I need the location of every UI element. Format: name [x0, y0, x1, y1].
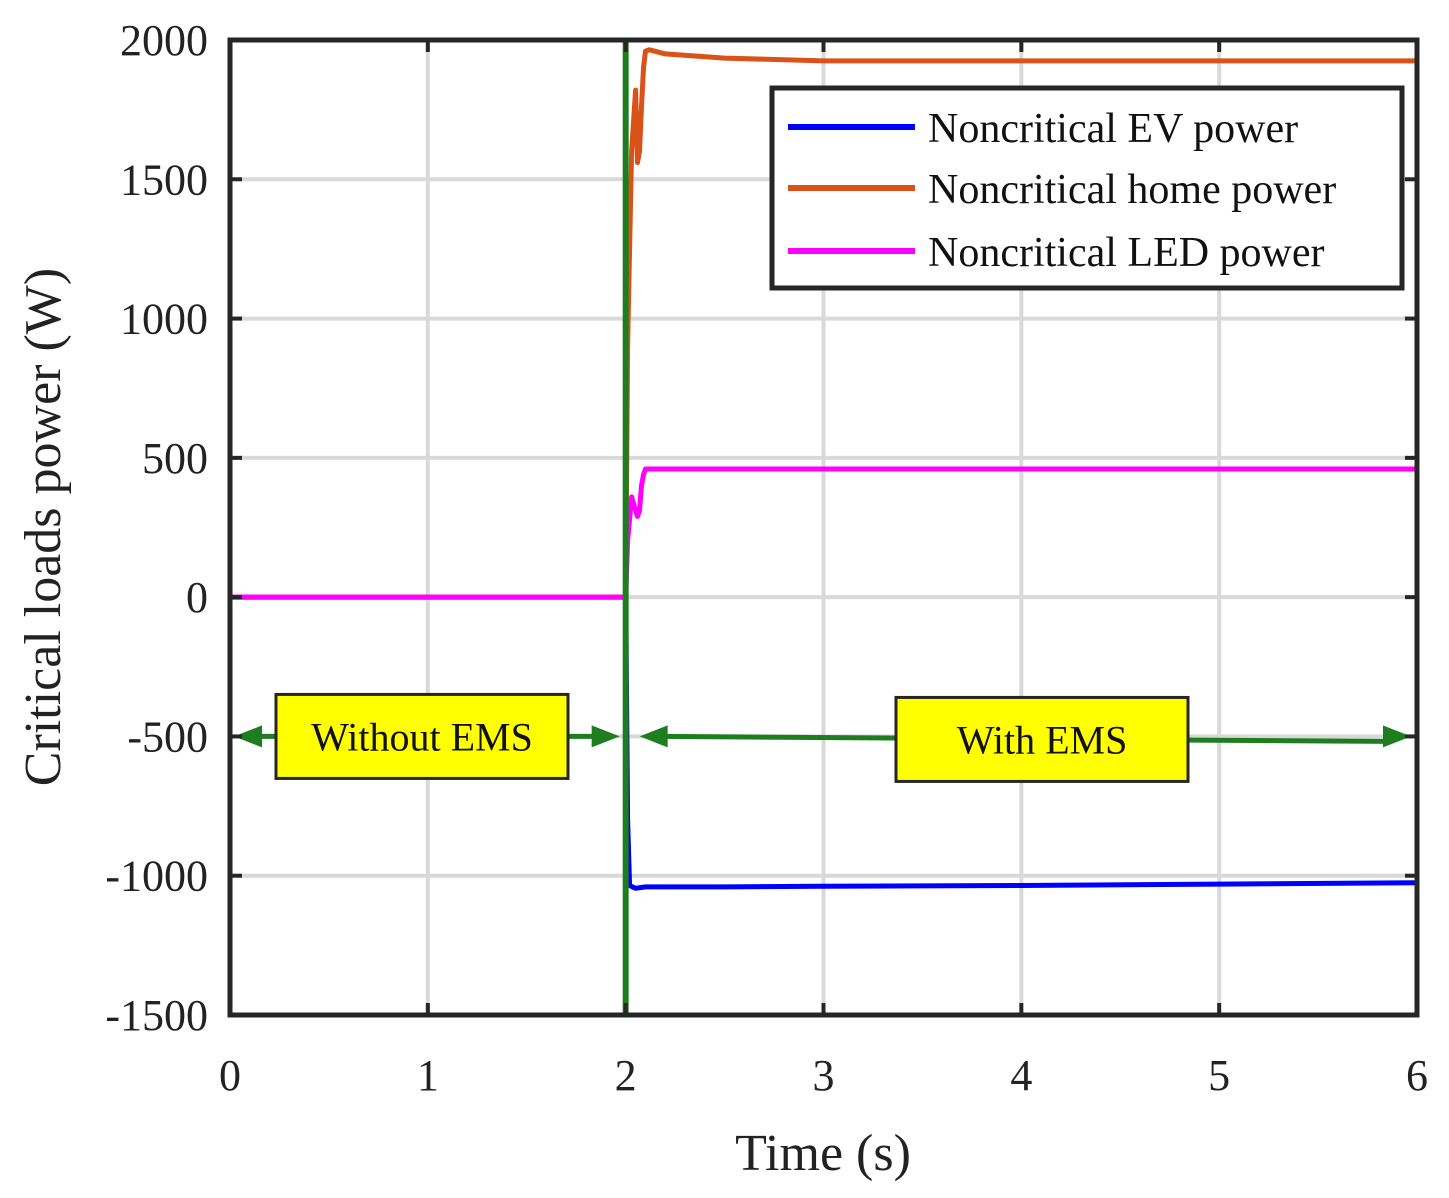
annotation-layer: Without EMS With EMS — [234, 40, 1411, 1015]
without-ems-arrowhead-left — [234, 725, 262, 748]
x-tick-label: 4 — [1010, 1051, 1032, 1100]
x-tick-label: 2 — [615, 1051, 637, 1100]
x-tick-label: 3 — [813, 1051, 835, 1100]
with-ems-box — [894, 695, 1190, 783]
x-axis-label: Time (s) — [735, 1125, 911, 1182]
y-axis-label: Critical loads power (W) — [15, 268, 72, 786]
legend-label-ev: Noncritical EV power — [928, 106, 1298, 152]
legend-label-home: Noncritical home power — [928, 167, 1336, 213]
without-ems-arrowhead-right — [591, 725, 620, 748]
x-tick-label: 1 — [417, 1051, 439, 1100]
without-ems-box — [274, 692, 570, 780]
x-tick-label: 6 — [1406, 1051, 1428, 1100]
legend-label-led: Noncritical LED power — [928, 230, 1325, 276]
x-tick-label: 5 — [1208, 1051, 1230, 1100]
without-ems-label: Without EMS — [311, 714, 533, 759]
y-tick-label: 500 — [142, 434, 208, 483]
y-tick-label: -1500 — [105, 991, 208, 1040]
with-ems-label: With EMS — [957, 717, 1128, 762]
with-ems-arrowhead-left — [639, 725, 668, 748]
with-ems-arrowhead-right — [1383, 725, 1411, 748]
legend: Noncritical EV power Noncritical home po… — [769, 85, 1405, 291]
y-tick-label: 1500 — [120, 155, 208, 204]
y-tick-label: -1000 — [105, 852, 208, 901]
tick-layer: 0 1 2 3 4 5 6 -1500 -1000 -500 0 500 1000 1500 2000 — [105, 16, 1428, 1100]
y-tick-label: 2000 — [120, 16, 208, 65]
y-tick-label: 0 — [186, 573, 208, 622]
y-tick-label: -500 — [127, 712, 208, 761]
x-tick-label: 0 — [219, 1051, 241, 1100]
y-tick-label: 1000 — [120, 295, 208, 344]
